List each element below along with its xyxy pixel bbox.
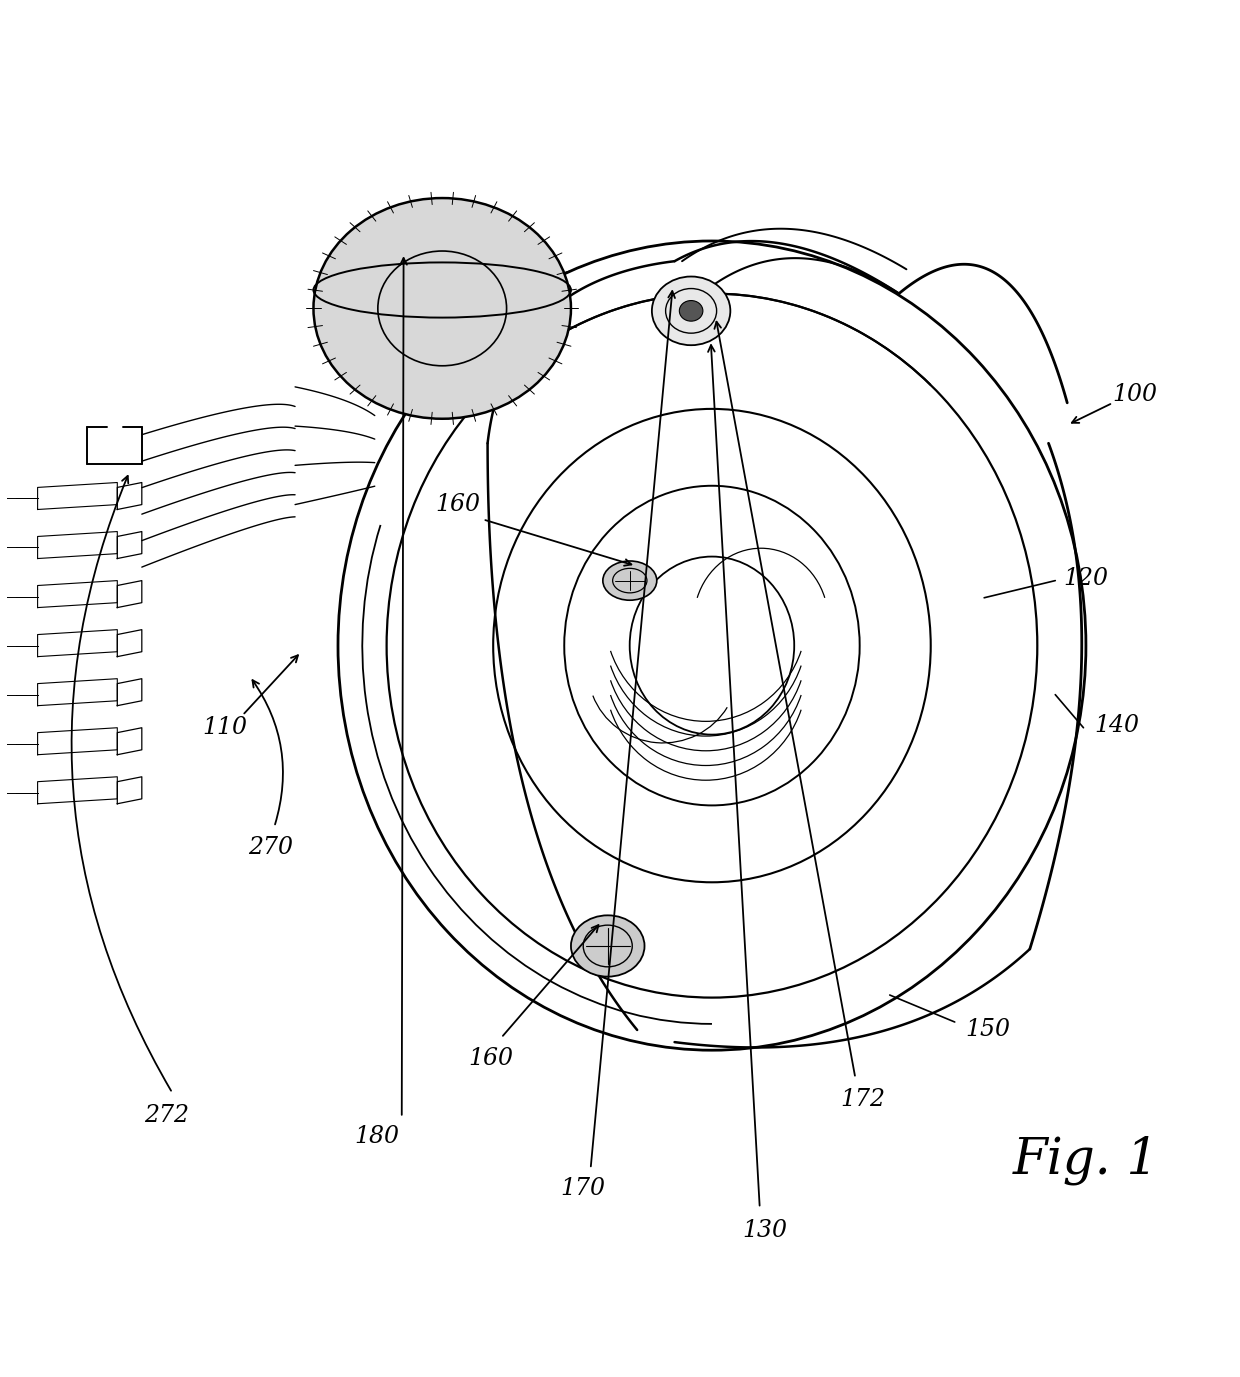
Text: 160: 160 xyxy=(435,493,481,516)
Text: 160: 160 xyxy=(469,1048,513,1070)
Text: 140: 140 xyxy=(1094,713,1140,737)
Text: 120: 120 xyxy=(1064,567,1109,589)
Text: 150: 150 xyxy=(965,1018,1011,1041)
Ellipse shape xyxy=(652,277,730,346)
Text: 180: 180 xyxy=(355,1125,399,1147)
Ellipse shape xyxy=(603,560,657,600)
Text: 130: 130 xyxy=(743,1219,787,1242)
Ellipse shape xyxy=(314,198,570,419)
Text: 272: 272 xyxy=(144,1104,188,1126)
Ellipse shape xyxy=(680,300,703,321)
Text: 170: 170 xyxy=(560,1177,605,1201)
Text: 100: 100 xyxy=(1112,383,1157,406)
Ellipse shape xyxy=(570,916,645,976)
Text: Fig. 1: Fig. 1 xyxy=(1013,1136,1159,1186)
Text: 110: 110 xyxy=(202,716,248,739)
Text: 270: 270 xyxy=(248,836,293,859)
Text: 172: 172 xyxy=(841,1088,885,1111)
